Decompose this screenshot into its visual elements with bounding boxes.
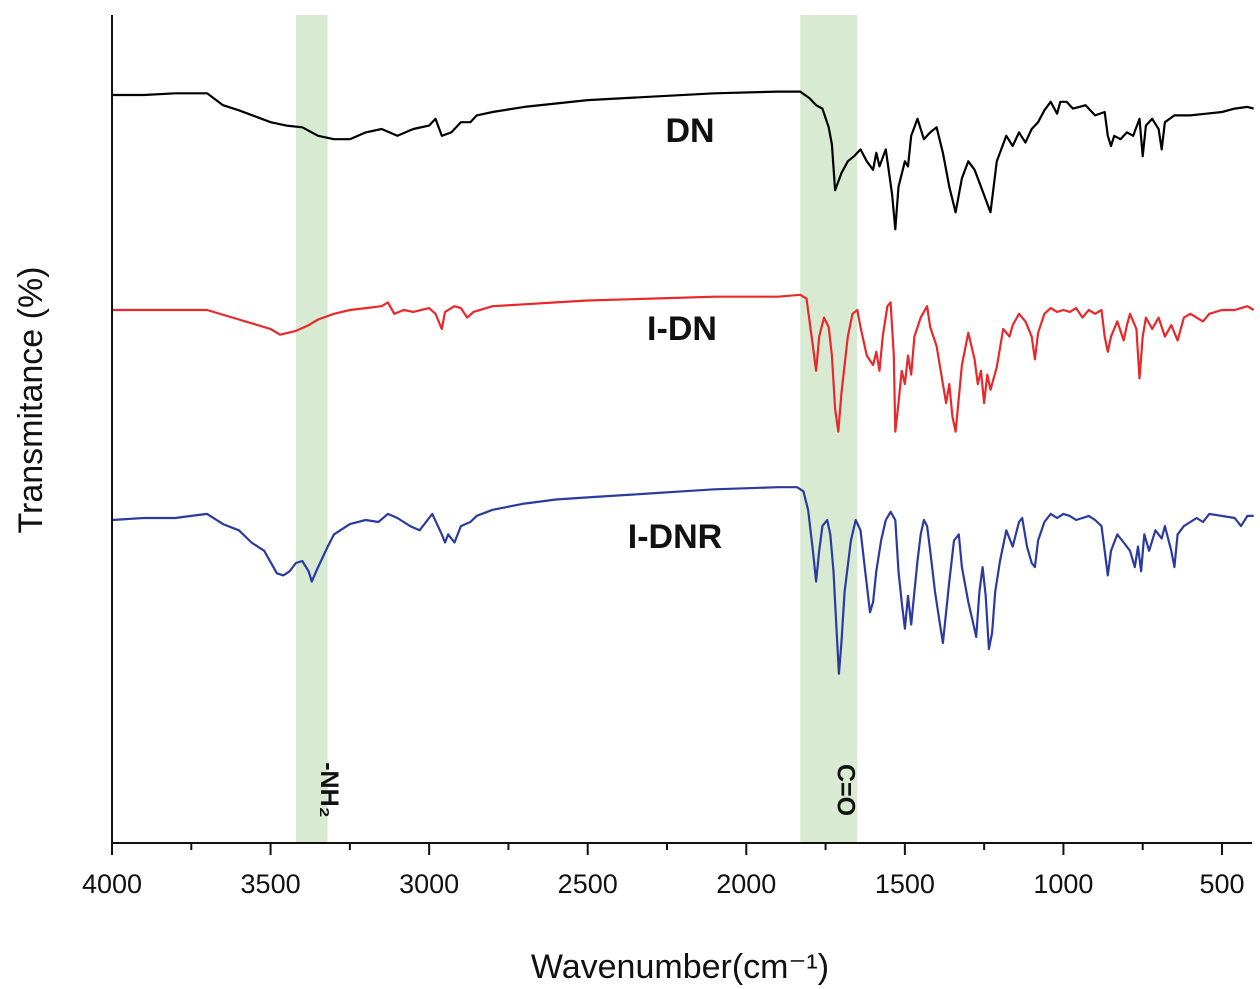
x-tick-label: 1500 xyxy=(875,869,935,899)
x-tick-label: 4000 xyxy=(82,869,142,899)
highlight-band-1 xyxy=(800,15,858,843)
x-tick-label: 2000 xyxy=(716,869,776,899)
axes xyxy=(111,15,1252,844)
series-labels: DN I-DN I-DNR xyxy=(628,112,722,556)
series-label-i-dn: I-DN xyxy=(647,310,717,348)
series-line-i-dn xyxy=(112,293,1255,433)
x-tick-label: 2500 xyxy=(558,869,618,899)
series-line-dn xyxy=(112,90,1254,231)
y-axis-title: Transmitance (%) xyxy=(12,266,50,533)
x-tick-label: 500 xyxy=(1199,869,1244,899)
x-tick-label: 1000 xyxy=(1033,869,1093,899)
series-label-dn: DN xyxy=(665,112,714,150)
x-axis-title: Wavenumber(cm⁻¹) xyxy=(531,948,829,986)
band-label-1: C=O xyxy=(832,764,860,816)
series-label-i-dnr: I-DNR xyxy=(628,518,722,556)
band-labels: -NH₂ C=O xyxy=(315,762,860,818)
highlight-band-0 xyxy=(295,15,328,843)
x-ticks: 4000 3500 3000 2500 2000 1500 1000 500 xyxy=(82,843,1245,899)
band-label-0: -NH₂ xyxy=(315,762,343,818)
x-tick-label: 3500 xyxy=(241,869,301,899)
series-line-i-dnr xyxy=(111,486,1254,675)
x-tick-label: 3000 xyxy=(399,869,459,899)
series-group xyxy=(111,90,1255,675)
highlight-bands xyxy=(295,15,858,843)
